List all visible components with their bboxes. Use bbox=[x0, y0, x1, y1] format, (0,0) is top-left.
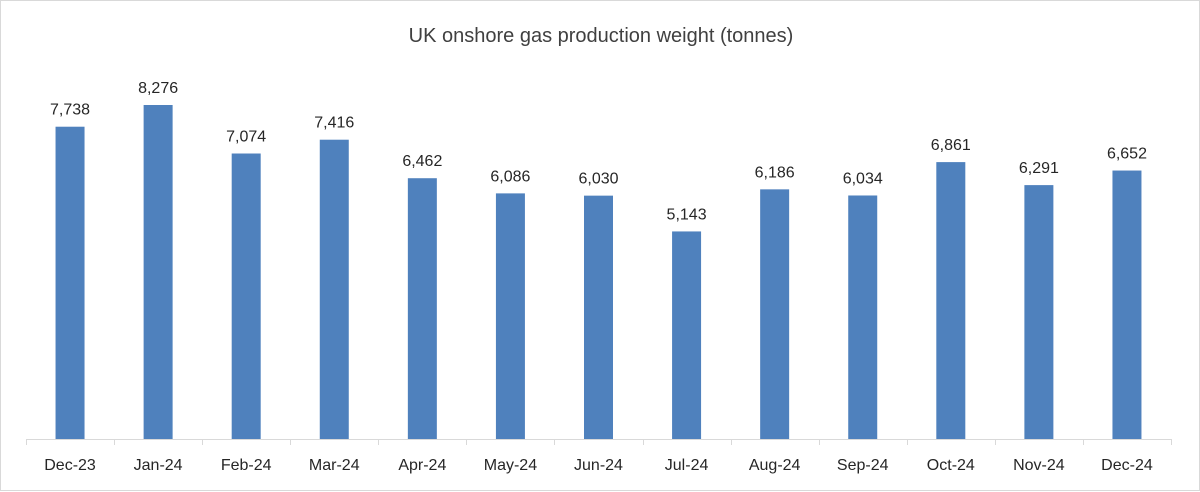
x-tick-label: Nov-24 bbox=[1013, 457, 1065, 474]
x-tick-label: Jun-24 bbox=[574, 457, 623, 474]
bars-group bbox=[55, 105, 1142, 440]
data-labels-group: 7,738 8,276 7,074 7,416 6,462 6,086 6,030 5,143… bbox=[50, 80, 1147, 223]
data-label: 7,416 bbox=[314, 115, 354, 132]
x-tick-label: Mar-24 bbox=[309, 457, 360, 474]
bar bbox=[760, 189, 790, 439]
chart-title: UK onshore gas production weight (tonnes… bbox=[409, 25, 794, 47]
data-label: 6,086 bbox=[490, 168, 530, 185]
bar bbox=[584, 195, 613, 439]
bar bbox=[1024, 185, 1054, 439]
bar bbox=[231, 153, 261, 440]
x-tick-label: Jan-24 bbox=[134, 457, 183, 474]
bar bbox=[319, 139, 349, 440]
data-label: 7,738 bbox=[50, 102, 90, 119]
x-tick-label: Aug-24 bbox=[749, 457, 801, 474]
data-label: 6,462 bbox=[402, 153, 442, 170]
data-label: 5,143 bbox=[667, 206, 707, 223]
bar bbox=[848, 195, 878, 439]
x-tick-label: Feb-24 bbox=[221, 457, 272, 474]
data-label: 6,861 bbox=[931, 137, 971, 154]
bar bbox=[936, 162, 966, 440]
x-tick-label: Oct-24 bbox=[927, 457, 975, 474]
data-label: 6,186 bbox=[755, 164, 795, 181]
bar bbox=[1112, 170, 1142, 440]
data-label: 8,276 bbox=[138, 80, 178, 97]
x-tick-label: Dec-24 bbox=[1101, 457, 1153, 474]
x-axis-ticks-group bbox=[26, 439, 1172, 445]
bar bbox=[55, 126, 85, 440]
bar bbox=[672, 231, 702, 439]
x-tick-label: Apr-24 bbox=[398, 457, 446, 474]
data-label: 6,291 bbox=[1019, 160, 1059, 177]
x-tick-label: Dec-23 bbox=[44, 457, 96, 474]
data-label: 7,074 bbox=[226, 129, 266, 146]
data-label: 6,030 bbox=[578, 171, 618, 188]
x-tick-label: Jul-24 bbox=[665, 457, 709, 474]
bar bbox=[495, 193, 525, 439]
x-tick-label: Sep-24 bbox=[837, 457, 889, 474]
x-tick-label: May-24 bbox=[484, 457, 537, 474]
data-label: 6,652 bbox=[1107, 146, 1147, 163]
bar bbox=[407, 178, 437, 439]
x-axis-tick-labels-group: Dec-23 Jan-24 Feb-24 Mar-24 Apr-24 May-24 Jun-… bbox=[44, 457, 1153, 474]
data-label: 6,034 bbox=[843, 170, 883, 187]
bar bbox=[143, 105, 173, 439]
